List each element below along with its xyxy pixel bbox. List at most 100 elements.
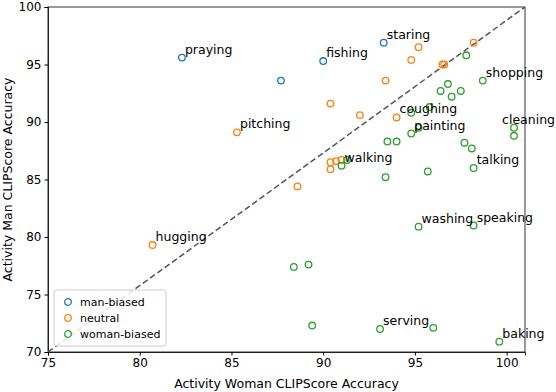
point	[430, 325, 437, 332]
marks	[48, 7, 525, 352]
point	[382, 77, 389, 84]
series	[291, 52, 518, 345]
point	[511, 133, 518, 140]
tick-mark	[415, 352, 416, 356]
point	[393, 138, 400, 145]
axis-line	[45, 8, 49, 353]
point	[470, 39, 477, 46]
point	[278, 77, 285, 84]
plot: 7580859095100707580859095100	[19, 0, 526, 370]
x-axis-title: Activity Woman CLIPScore Accuracy	[174, 376, 399, 391]
point-label: speaking	[477, 210, 533, 225]
tick: 90	[316, 352, 331, 370]
point	[441, 61, 448, 68]
y-axis-title: Activity Man CLIPScore Accuracy	[0, 77, 15, 282]
point	[437, 88, 444, 95]
tick-mark	[231, 352, 232, 356]
point-label: talking	[477, 152, 520, 167]
tick: 75	[26, 288, 48, 302]
axis-line	[49, 353, 526, 356]
tick-label: 100	[496, 356, 519, 370]
tick-label: 90	[316, 356, 331, 370]
point-label: pitching	[240, 116, 290, 131]
point	[424, 168, 431, 175]
tick-mark	[45, 122, 49, 123]
point	[468, 145, 475, 152]
point	[309, 322, 316, 329]
point	[461, 139, 468, 146]
point	[291, 264, 298, 271]
x-axis: 75 80 85 90 95 100	[41, 352, 526, 370]
legend-marker	[65, 331, 72, 338]
tick: 95	[408, 352, 423, 370]
tick-mark	[45, 237, 49, 238]
legend-entry: man-biased	[65, 296, 145, 309]
point	[382, 174, 389, 181]
tick-label: 90	[26, 115, 41, 129]
point-label: serving	[383, 313, 429, 328]
point-label: coughing	[400, 101, 458, 116]
point-label: walking	[345, 150, 393, 165]
tick: 70	[26, 345, 48, 359]
point	[327, 166, 334, 173]
tick-label: 70	[26, 345, 41, 359]
point-label: washing	[422, 211, 474, 226]
tick-label: 85	[224, 356, 239, 370]
point-label: staring	[387, 27, 431, 42]
tick-mark	[140, 352, 141, 356]
point	[445, 81, 452, 88]
tick-label: 80	[26, 230, 41, 244]
legend-marker	[65, 299, 72, 306]
tick-mark	[507, 352, 508, 356]
legend: man-biased neutral woman-biased	[54, 290, 166, 346]
tick: 75	[41, 352, 56, 370]
series	[179, 39, 387, 84]
legend-label: man-biased	[80, 296, 145, 309]
point	[357, 112, 364, 119]
tick-mark	[45, 180, 49, 181]
point-label: painting	[414, 118, 465, 133]
tick: 95	[26, 58, 48, 72]
tick-label: 80	[133, 356, 148, 370]
point	[457, 88, 464, 95]
tick-mark	[45, 352, 49, 353]
point-label: baking	[502, 326, 544, 341]
tick-label: 75	[26, 288, 41, 302]
tick-mark	[45, 295, 49, 296]
tick: 85	[26, 173, 48, 187]
tick-label: 75	[41, 356, 56, 370]
legend-box	[54, 290, 166, 346]
y-axis: 70 75 80 85 90 95 100	[19, 0, 49, 359]
point-label: fishing	[326, 45, 368, 60]
tick-label: 100	[19, 0, 42, 14]
tick-label: 95	[26, 58, 41, 72]
tick-mark	[323, 352, 324, 356]
tick: 85	[224, 352, 239, 370]
legend-marker	[65, 315, 72, 322]
point	[305, 261, 312, 268]
legend-label: woman-biased	[80, 328, 160, 341]
point	[448, 93, 455, 100]
diagonal-line	[48, 7, 525, 352]
chart: 7580859095100707580859095100Activity Wom…	[0, 0, 556, 392]
series	[149, 39, 477, 248]
legend-entry: woman-biased	[65, 328, 161, 341]
tick-mark	[45, 7, 49, 8]
point-label: cleaning	[502, 112, 555, 127]
point-label: hugging	[156, 229, 207, 244]
tick: 100	[19, 0, 48, 14]
point	[415, 44, 422, 51]
point	[384, 138, 391, 145]
point	[408, 57, 415, 64]
tick: 80	[133, 352, 148, 370]
point-label: praying	[185, 42, 232, 57]
point	[294, 183, 301, 190]
tick-label: 95	[408, 356, 423, 370]
tick: 100	[496, 352, 519, 370]
point-label: shopping	[486, 65, 543, 80]
legend-label: neutral	[80, 312, 119, 325]
point	[463, 52, 470, 59]
legend-entry: neutral	[65, 312, 120, 325]
tick-label: 85	[26, 173, 41, 187]
tick: 90	[26, 115, 48, 129]
